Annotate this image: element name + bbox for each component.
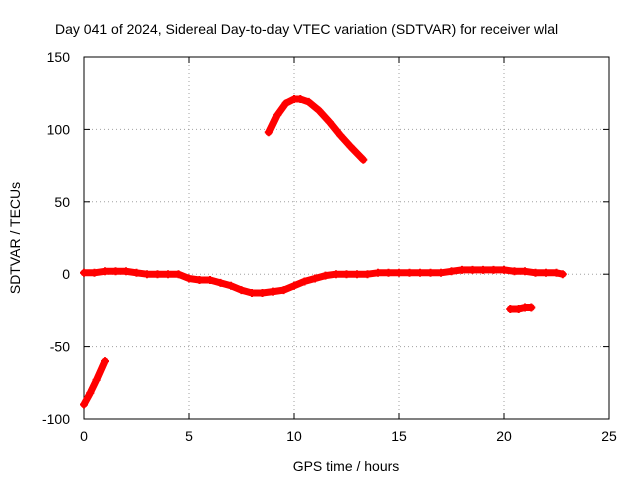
- y-tick-label: 0: [62, 266, 70, 282]
- data-point: [489, 265, 498, 274]
- x-tick-label: 15: [391, 428, 407, 444]
- x-tick-label: 5: [185, 428, 193, 444]
- data-point: [552, 268, 561, 277]
- y-tick-label: 50: [54, 194, 70, 210]
- data-point: [290, 281, 298, 290]
- x-tick-label: 10: [286, 428, 302, 444]
- data-point: [153, 270, 162, 279]
- data-point: [164, 270, 172, 279]
- data-point: [281, 99, 290, 108]
- data-point: [500, 265, 508, 274]
- data-point: [101, 357, 109, 366]
- y-axis-label: SDTVAR / TECUs: [7, 182, 23, 294]
- data-point: [527, 303, 536, 312]
- data-point: [542, 268, 550, 277]
- data-point: [395, 268, 403, 277]
- x-axis-label: GPS time / hours: [293, 458, 400, 474]
- data-point: [416, 268, 424, 277]
- data-point: [479, 265, 487, 274]
- y-tick-label: 100: [47, 121, 71, 137]
- data-point: [216, 278, 225, 287]
- data-point: [248, 289, 256, 298]
- data-point: [92, 375, 101, 384]
- data-point: [237, 286, 246, 295]
- data-point: [90, 268, 99, 277]
- data-point: [437, 268, 445, 277]
- data-point: [304, 97, 313, 106]
- data-point: [258, 289, 267, 298]
- data-point: [111, 267, 120, 276]
- data-point: [122, 267, 130, 276]
- data-point: [279, 286, 288, 295]
- data-point: [531, 268, 540, 277]
- data-point: [269, 287, 277, 296]
- data-point: [468, 265, 477, 274]
- plot-frame: [83, 56, 610, 420]
- x-tick-label: 0: [80, 428, 88, 444]
- data-point: [426, 268, 435, 277]
- data-point: [521, 267, 529, 276]
- data-point: [273, 110, 282, 119]
- data-point: [321, 271, 330, 280]
- data-point: [132, 268, 141, 277]
- data-point: [359, 155, 368, 164]
- grid: [84, 57, 609, 419]
- data-point: [264, 128, 273, 137]
- chart-title: Day 041 of 2024, Sidereal Day-to-day VTE…: [55, 21, 558, 37]
- data-point: [353, 270, 361, 279]
- x-tick-label: 20: [496, 428, 512, 444]
- data-point: [101, 267, 109, 276]
- y-tick-label: -50: [50, 339, 70, 355]
- data-point: [332, 270, 340, 279]
- data-point: [296, 94, 305, 103]
- series-layer: [80, 94, 567, 409]
- data-point: [363, 270, 372, 279]
- x-tick-label: 25: [601, 428, 617, 444]
- data-point: [315, 106, 324, 115]
- data-point: [384, 268, 393, 277]
- data-point: [405, 268, 414, 277]
- data-point: [206, 275, 214, 284]
- data-point: [374, 268, 382, 277]
- axis-ticks: 0 5 10 15 20 25 -100 -50 0 50 100 150: [42, 49, 617, 444]
- data-point: [447, 267, 456, 276]
- data-point: [342, 270, 351, 279]
- data-point: [346, 142, 355, 151]
- series-early-rise: [80, 357, 109, 408]
- data-point: [185, 274, 193, 283]
- data-point: [195, 275, 204, 284]
- y-tick-label: -100: [42, 411, 70, 427]
- data-point: [558, 270, 567, 279]
- data-point: [311, 274, 319, 283]
- data-point: [514, 304, 523, 313]
- data-point: [86, 388, 95, 397]
- data-point: [325, 118, 334, 127]
- data-point: [80, 400, 88, 409]
- data-point: [458, 265, 466, 274]
- data-point: [227, 281, 235, 290]
- data-point: [510, 267, 519, 276]
- y-tick-label: 150: [47, 49, 71, 65]
- data-point: [80, 268, 88, 277]
- data-point: [300, 277, 309, 286]
- data-point: [336, 131, 345, 140]
- data-point: [174, 270, 183, 279]
- data-point: [506, 304, 515, 313]
- data-point: [143, 270, 151, 279]
